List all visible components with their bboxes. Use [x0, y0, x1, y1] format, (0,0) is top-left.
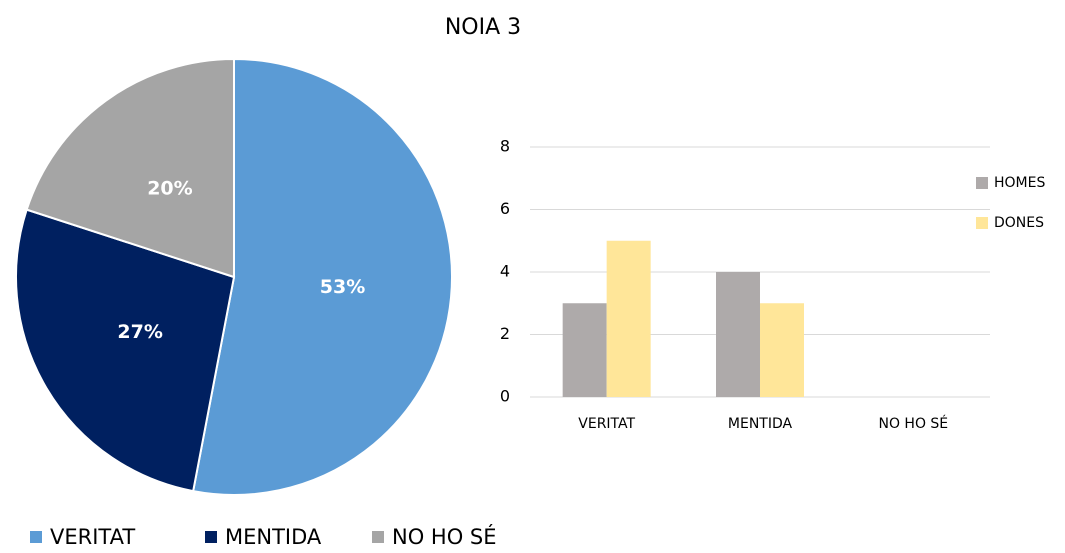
bar	[760, 303, 804, 397]
chart-title: NOIA 3	[445, 15, 521, 40]
legend-swatch	[976, 217, 988, 229]
legend-label: HOMES	[994, 175, 1045, 191]
bar	[606, 240, 651, 397]
y-tick-label: 6	[500, 199, 510, 218]
legend-label: MENTIDA	[225, 525, 322, 549]
legend-label: NO HO SÉ	[392, 524, 497, 549]
x-tick-label: VERITAT	[578, 416, 635, 432]
pie-slice	[25, 57, 235, 279]
y-tick-label: 8	[500, 137, 510, 156]
pie-slice	[15, 208, 236, 493]
legend-swatch	[205, 531, 217, 543]
legend-swatch	[976, 177, 988, 189]
legend-swatch	[30, 531, 42, 543]
y-tick-label: 4	[500, 262, 510, 281]
pie-slice	[191, 57, 453, 496]
legend-label: DONES	[994, 215, 1044, 231]
bar	[562, 303, 607, 397]
data-label: 20%	[147, 177, 192, 199]
x-tick-label: MENTIDA	[728, 416, 793, 432]
y-tick-label: 0	[500, 387, 510, 406]
y-tick-label: 2	[500, 324, 510, 343]
legend-label: VERITAT	[50, 525, 135, 549]
legend-swatch	[372, 531, 384, 543]
data-label: 27%	[117, 321, 162, 343]
bar	[716, 272, 760, 397]
x-tick-label: NO HO SÉ	[878, 415, 948, 432]
data-label: 53%	[320, 276, 365, 298]
